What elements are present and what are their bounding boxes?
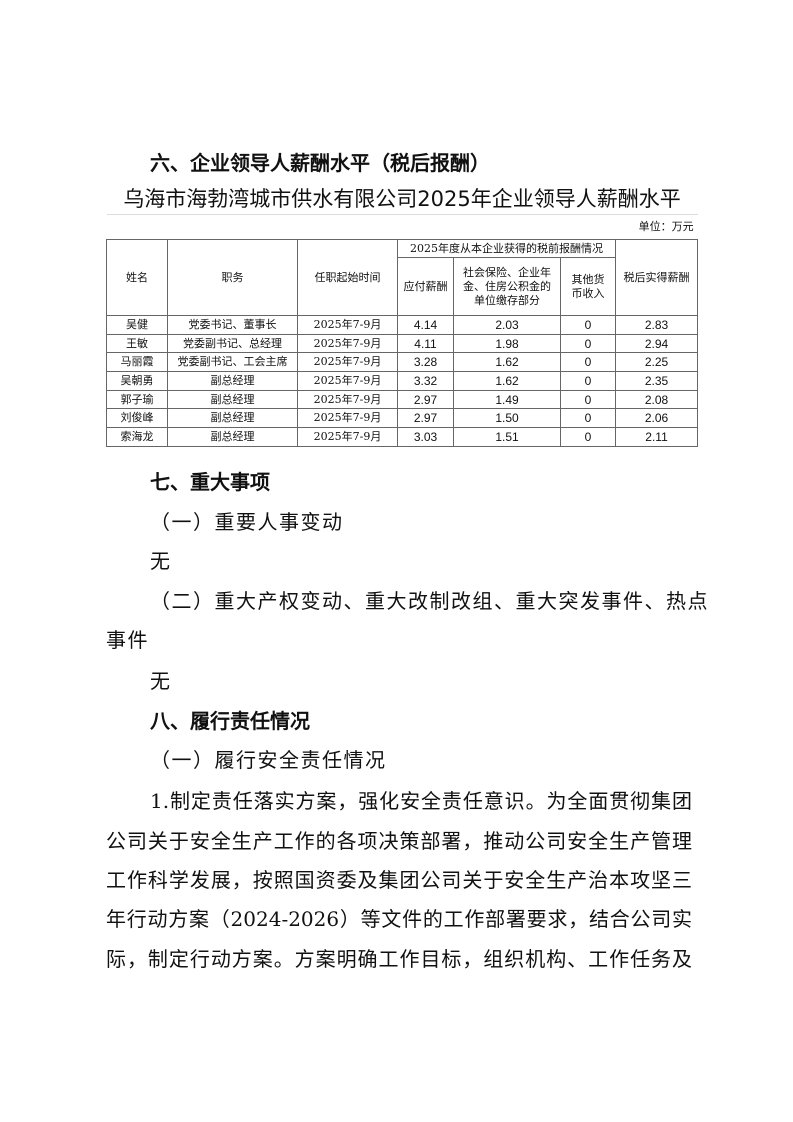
- cell-pay: 4.14: [397, 315, 454, 335]
- cell-term: 2025年7-9月: [297, 333, 398, 354]
- cell-social: 2.03: [453, 315, 561, 335]
- cell-name: 索海龙: [106, 427, 168, 447]
- cell-pay: 2.97: [397, 389, 454, 410]
- cell-after-tax: 2.25: [614, 352, 699, 373]
- cell-social: 1.98: [453, 333, 561, 354]
- cell-pay: 3.03: [397, 427, 454, 447]
- header-position: 职务: [167, 239, 298, 316]
- cell-after-tax: 2.35: [614, 371, 699, 391]
- table-unit: 单位：万元: [638, 220, 694, 233]
- cell-other: 0: [560, 315, 616, 335]
- header-other: 其他货币收入: [560, 257, 616, 316]
- subheading-7-2: （二）重大产权变动、重大改制改组、重大突发事件、热点: [150, 589, 709, 613]
- table-row: 吴朝勇 副总经理 2025年7-9月 3.32 1.62 0 2.35: [106, 371, 699, 391]
- cell-pay: 4.11: [397, 333, 454, 354]
- paragraph-line: 年行动方案（2024-2026）等文件的工作部署要求，结合公司实: [106, 907, 692, 931]
- cell-position: 副总经理: [167, 371, 298, 391]
- cell-other: 0: [560, 389, 616, 410]
- cell-name: 吴健: [106, 315, 168, 335]
- cell-after-tax: 2.83: [614, 315, 699, 335]
- section-heading-6: 六、企业领导人薪酬水平（税后报酬）: [150, 151, 490, 175]
- cell-term: 2025年7-9月: [297, 408, 398, 429]
- paragraph-line: 际，制定行动方案。方案明确工作目标，组织机构、工作任务及: [106, 947, 692, 971]
- body-text: 无: [150, 669, 172, 693]
- section-heading-7: 七、重大事项: [150, 470, 270, 494]
- paragraph-line: 工作科学发展，按照国资委及集团公司关于安全生产治本攻坚三: [106, 868, 692, 892]
- cell-after-tax: 2.94: [614, 333, 699, 354]
- cell-other: 0: [560, 408, 616, 429]
- cell-position: 党委书记、董事长: [167, 315, 298, 335]
- cell-social: 1.62: [453, 371, 561, 391]
- cell-term: 2025年7-9月: [297, 427, 398, 447]
- paragraph-line: 公司关于安全生产工作的各项决策部署，推动公司安全生产管理: [106, 829, 692, 853]
- table-title: 乌海市海勃湾城市供水有限公司2025年企业领导人薪酬水平: [106, 183, 698, 215]
- cell-position: 党委副书记、工会主席: [167, 352, 298, 373]
- salary-table: 乌海市海勃湾城市供水有限公司2025年企业领导人薪酬水平 单位：万元 姓名 职务任…: [106, 183, 699, 447]
- cell-other: 0: [560, 427, 616, 447]
- cell-name: 郭子瑜: [106, 389, 168, 410]
- subheading-7-1: （一）重要人事变动: [150, 510, 344, 534]
- cell-after-tax: 2.11: [614, 427, 699, 447]
- cell-term: 2025年7-9月: [297, 371, 398, 391]
- cell-name: 刘俊峰: [106, 408, 168, 429]
- table-row: 马丽霞 党委副书记、工会主席 2025年7-9月 3.28 1.62 0 2.25: [106, 352, 699, 373]
- body-text: 无: [150, 549, 172, 573]
- cell-social: 1.51: [453, 427, 561, 447]
- header-name: 姓名: [106, 239, 168, 316]
- cell-other: 0: [560, 333, 616, 354]
- section-heading-8: 八、履行责任情况: [150, 709, 310, 733]
- table-row: 索海龙 副总经理 2025年7-9月 3.03 1.51 0 2.11: [106, 427, 699, 447]
- header-after-tax: 税后实得薪酬: [614, 239, 699, 316]
- header-term: 任职起始时间: [297, 239, 398, 316]
- subheading-7-2-cont: 事件: [106, 628, 149, 652]
- cell-other: 0: [560, 371, 616, 391]
- cell-pay: 2.97: [397, 408, 454, 429]
- cell-term: 2025年7-9月: [297, 352, 398, 373]
- cell-social: 1.50: [453, 408, 561, 429]
- cell-social: 1.49: [453, 389, 561, 410]
- cell-position: 党委副书记、总经理: [167, 333, 298, 354]
- header-pay: 应付薪酬: [397, 257, 454, 316]
- cell-social: 1.62: [453, 352, 561, 373]
- cell-term: 2025年7-9月: [297, 315, 398, 335]
- paragraph-line: 1.制定责任落实方案，强化安全责任意识。为全面贯彻集团: [150, 789, 692, 813]
- cell-name: 王敏: [106, 333, 168, 354]
- header-group: 2025年度从本企业获得的税前报酬情况: [397, 239, 616, 258]
- cell-pay: 3.32: [397, 371, 454, 391]
- cell-name: 吴朝勇: [106, 371, 168, 391]
- cell-position: 副总经理: [167, 389, 298, 410]
- cell-position: 副总经理: [167, 408, 298, 429]
- subheading-8-1: （一）履行安全责任情况: [150, 748, 387, 772]
- table-row: 王敏 党委副书记、总经理 2025年7-9月 4.11 1.98 0 2.94: [106, 333, 699, 354]
- cell-other: 0: [560, 352, 616, 373]
- cell-term: 2025年7-9月: [297, 389, 398, 410]
- cell-position: 副总经理: [167, 427, 298, 447]
- cell-after-tax: 2.08: [614, 389, 699, 410]
- cell-name: 马丽霞: [106, 352, 168, 373]
- table-row: 刘俊峰 副总经理 2025年7-9月 2.97 1.50 0 2.06: [106, 408, 699, 429]
- table-row: 郭子瑜 副总经理 2025年7-9月 2.97 1.49 0 2.08: [106, 389, 699, 410]
- table-row: 吴健 党委书记、董事长 2025年7-9月 4.14 2.03 0 2.83: [106, 315, 699, 335]
- header-social: 社会保险、企业年金、住房公积金的单位缴存部分: [453, 257, 561, 316]
- cell-after-tax: 2.06: [614, 408, 699, 429]
- cell-pay: 3.28: [397, 352, 454, 373]
